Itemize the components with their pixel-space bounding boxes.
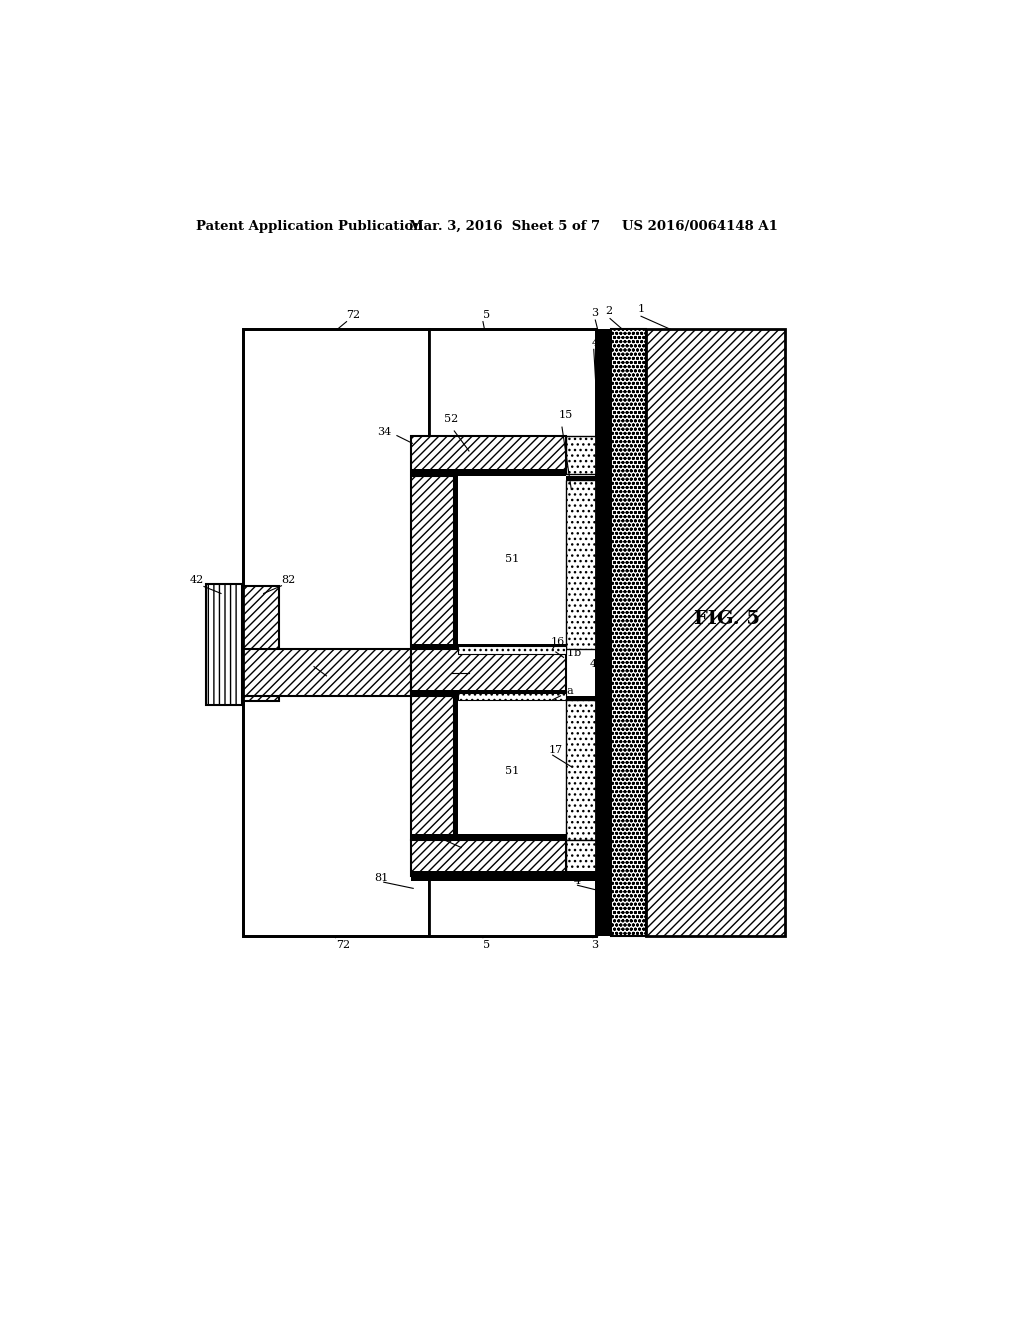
Bar (411, 871, 566, 876)
Text: 59: 59 (321, 671, 335, 681)
Text: US 2016/0064148 A1: US 2016/0064148 A1 (623, 219, 778, 232)
Bar (411, 696, 454, 840)
Text: Patent Application Publication: Patent Application Publication (197, 219, 423, 232)
Text: 16: 16 (550, 638, 564, 647)
Bar (411, 834, 566, 840)
Bar (454, 696, 458, 840)
Bar (454, 475, 458, 649)
Text: 5: 5 (483, 940, 490, 950)
Bar (646, 330, 785, 936)
Text: 17: 17 (549, 744, 563, 755)
Bar (566, 475, 596, 480)
Bar (566, 871, 596, 876)
Text: 1: 1 (637, 304, 644, 314)
Text: 3: 3 (592, 308, 599, 318)
Bar (566, 696, 596, 701)
Text: 15: 15 (559, 411, 573, 420)
Text: 82: 82 (282, 576, 296, 585)
Text: 71b: 71b (560, 648, 582, 657)
Text: 55: 55 (430, 829, 444, 840)
Text: 5: 5 (483, 310, 490, 321)
Text: 51: 51 (505, 554, 519, 564)
Bar (411, 469, 566, 475)
Text: 53: 53 (438, 663, 453, 673)
Bar (243, 586, 280, 701)
Bar (411, 436, 566, 474)
Bar (243, 649, 411, 696)
Text: 4: 4 (592, 338, 599, 348)
Bar (566, 840, 596, 876)
Text: 72: 72 (346, 310, 360, 321)
Text: 4: 4 (590, 659, 597, 668)
Bar (566, 701, 596, 840)
Text: 81: 81 (375, 874, 389, 883)
Text: 51: 51 (505, 766, 519, 776)
Bar (243, 330, 429, 936)
Bar (411, 649, 566, 696)
Bar (243, 690, 411, 696)
Bar (566, 480, 596, 649)
Text: 71a: 71a (553, 686, 573, 696)
Text: 3: 3 (599, 671, 606, 681)
Bar (429, 330, 596, 936)
Bar (458, 693, 566, 701)
Bar (206, 585, 243, 705)
Text: FIG. 5: FIG. 5 (693, 610, 760, 628)
Bar (411, 644, 566, 649)
Text: 4: 4 (573, 875, 581, 886)
Text: 3: 3 (592, 940, 599, 950)
Text: Mar. 3, 2016  Sheet 5 of 7: Mar. 3, 2016 Sheet 5 of 7 (409, 219, 600, 232)
Bar (411, 475, 454, 649)
Text: 3: 3 (599, 698, 606, 708)
Text: 72: 72 (336, 940, 350, 950)
Bar (411, 840, 566, 876)
Bar (243, 330, 596, 936)
Text: 42: 42 (189, 576, 204, 585)
Bar (566, 436, 596, 474)
Bar (458, 645, 566, 653)
Bar (243, 649, 411, 655)
Bar (411, 690, 566, 696)
Text: 34: 34 (377, 426, 391, 437)
Text: 2: 2 (605, 306, 612, 317)
Bar (611, 330, 646, 936)
Text: 52: 52 (444, 414, 459, 424)
Bar (411, 876, 596, 880)
Bar (596, 330, 611, 936)
